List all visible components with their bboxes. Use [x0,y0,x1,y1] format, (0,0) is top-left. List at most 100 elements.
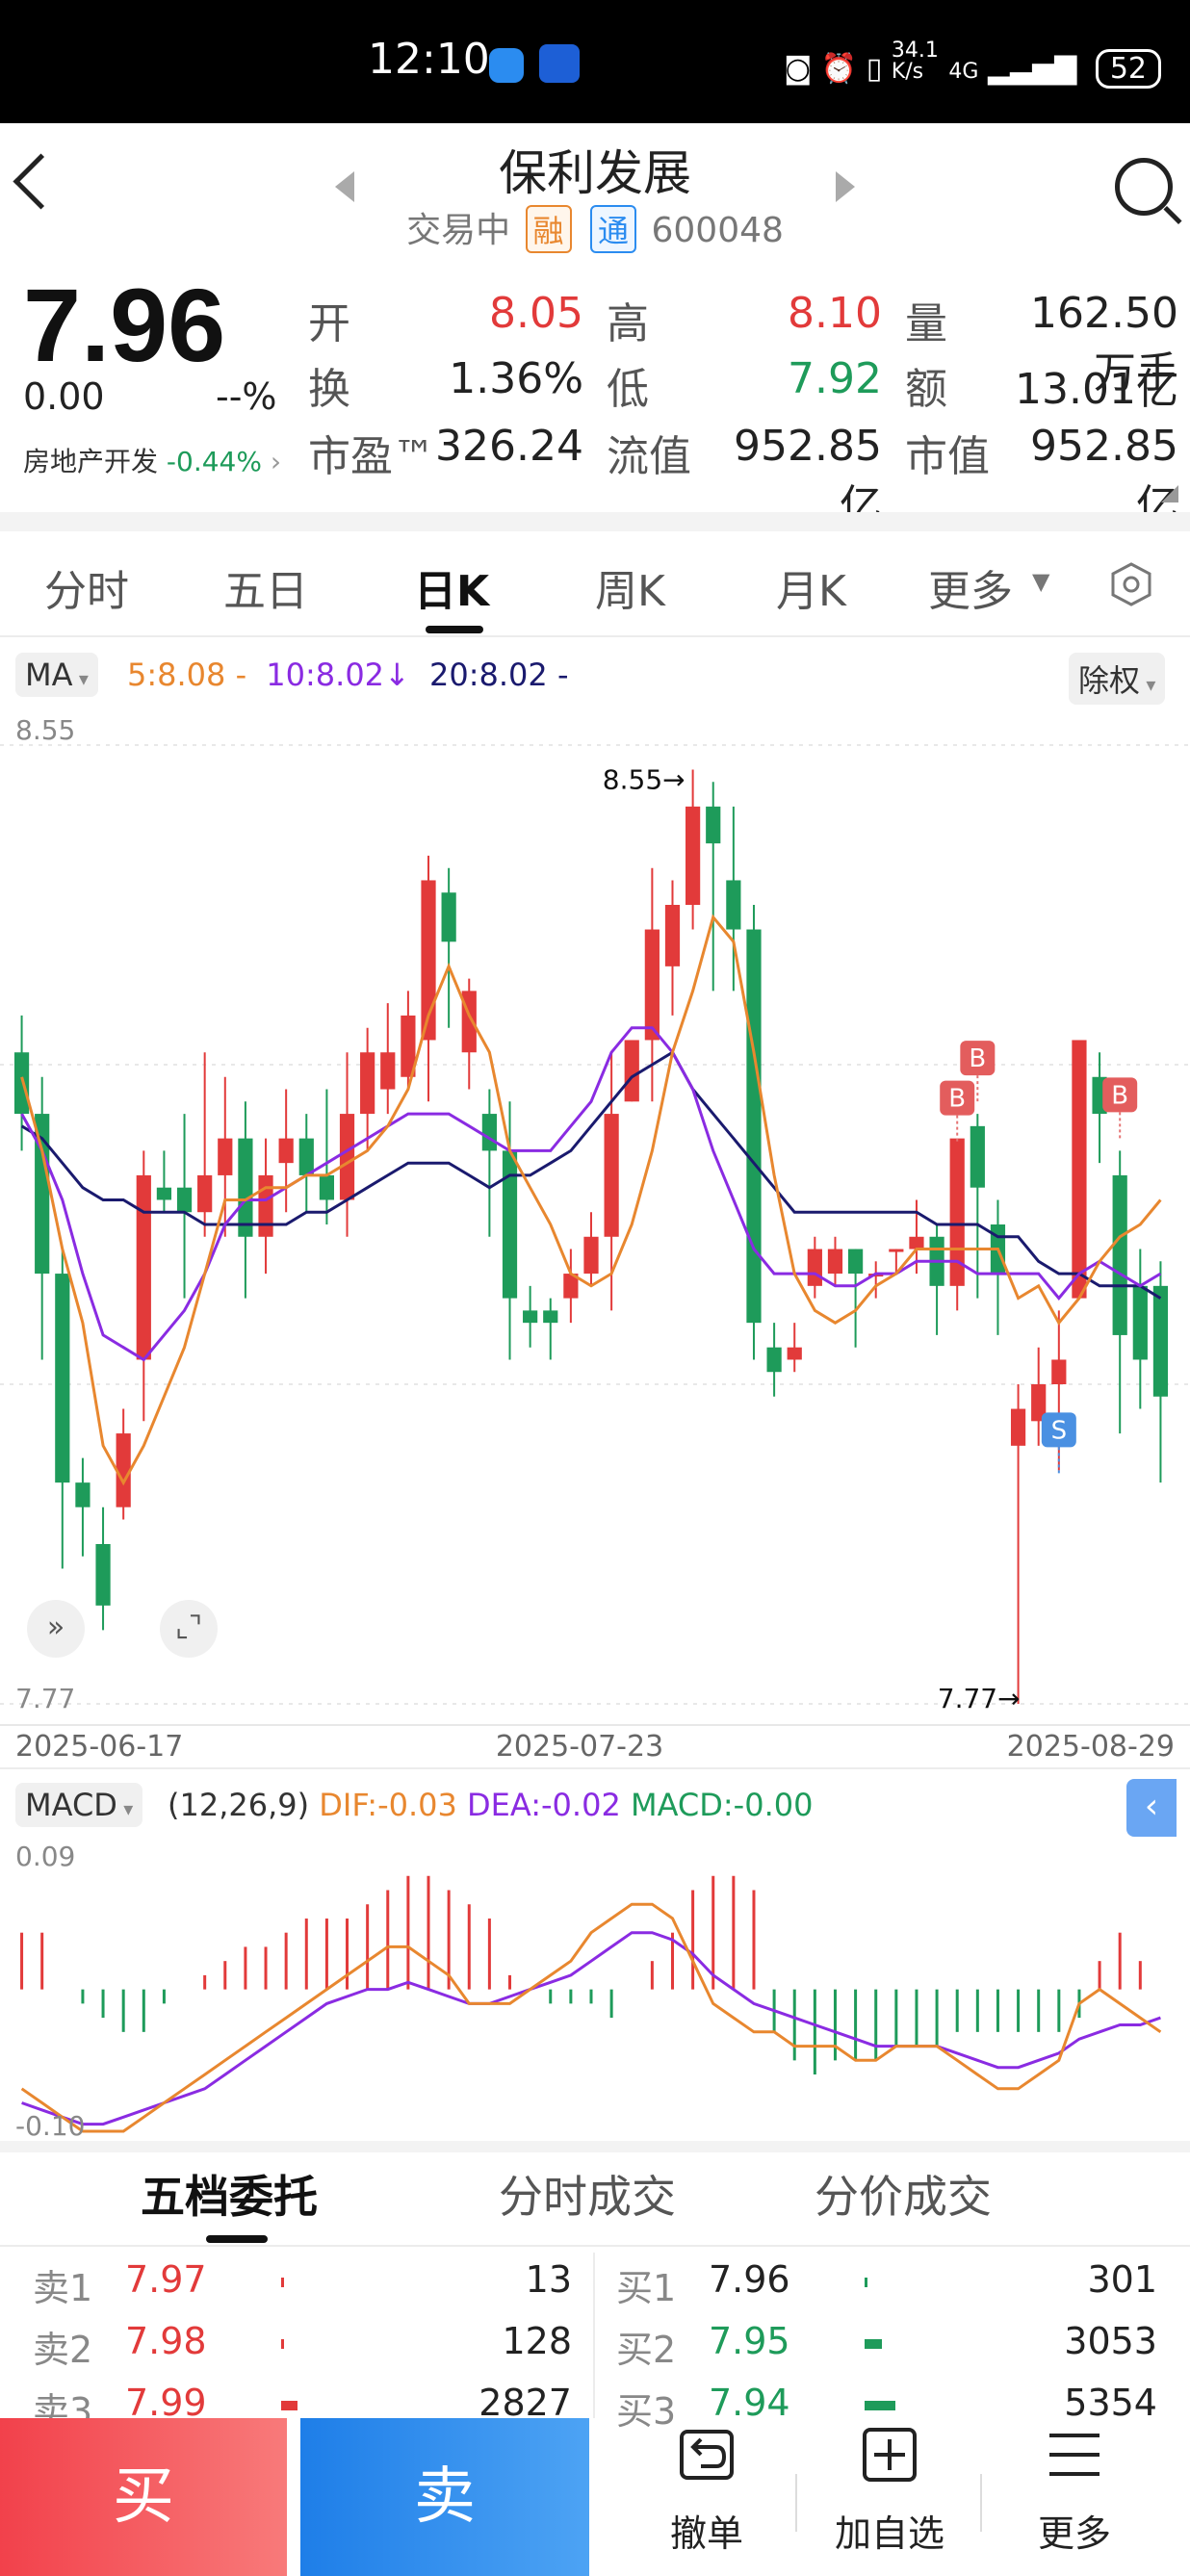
orderbook-price: 7.95 [709,2320,790,2362]
macd-selector-label: MACD [25,1787,117,1823]
orderbook-tab-2[interactable]: 分价成交 [815,2171,992,2223]
adjust-selector[interactable]: 除权 ▾ [1069,653,1166,705]
more-dropdown-icon[interactable]: ▼ [1032,568,1050,595]
signal-icon: ▂▃▅▇ [987,52,1077,86]
quote-label: 换 [308,365,350,414]
status-right: ◙ ⏰ ▯ 34.1 K/s 4G ▂▃▅▇ 52 [784,40,1161,89]
macd-y-top-label: 0.09 [15,1842,75,1872]
quote-label: 市值 [905,432,990,481]
bar-divider [795,2474,797,2532]
candle-body [766,1347,782,1373]
candle-body [75,1482,91,1507]
ma20-line [20,1050,1162,1300]
orderbook-split [593,2253,595,2418]
quote-label: 量 [905,299,947,348]
orderbook-level-label: 买2 [616,2329,677,2371]
tab-4[interactable]: 月K [776,567,846,616]
orderbook-tab-0[interactable]: 五档委托 [141,2171,318,2223]
candle-body [1072,1040,1087,1299]
candle-body [523,1310,538,1324]
tab-3[interactable]: 周K [595,567,665,616]
candle-body [909,1236,924,1249]
candle-body [1051,1359,1067,1384]
sell-button[interactable]: 卖 [300,2418,589,2576]
buy-button[interactable]: 买 [0,2418,287,2576]
candle-body [847,1249,864,1275]
trade-marker [960,1041,996,1076]
orderbook-gap [0,2141,1190,2152]
trade-marker [940,1080,975,1116]
status-time: 12:10 [368,35,490,84]
orderbook-divider [0,2245,1190,2247]
y-axis-top-label: 8.55 [15,716,75,746]
candle-body [238,1138,253,1237]
candle-body [95,1544,111,1606]
orderbook-level-label: 买1 [616,2267,677,2309]
candle-body [156,1187,172,1200]
candle-body [13,1052,30,1115]
cancel-order-label: 撤单 [669,2512,743,2555]
ma-selector[interactable]: MA ▾ [15,653,98,697]
candle-body [644,929,660,1041]
battery-icon: 52 [1095,49,1161,89]
candle-body [706,806,721,844]
orderbook-price: 7.99 [125,2382,207,2424]
next-stock-icon[interactable] [836,171,855,202]
quote-value: 8.10 [788,289,882,338]
orderbook-tab-1[interactable]: 分时成交 [499,2171,676,2223]
volume-bar [865,2339,882,2349]
sector-link[interactable]: 房地产开发 -0.44% › [23,441,281,479]
dropdown-icon: ▾ [116,1797,134,1820]
orderbook-price: 7.96 [709,2258,790,2301]
candle-body [278,1138,294,1164]
status-bar: 12:10 ◙ ⏰ ▯ 34.1 K/s 4G ▂▃▅▇ 52 [0,0,1190,123]
candle-body [502,1150,518,1299]
ma5-line [20,914,1162,1486]
tab-5[interactable]: 更多 [928,567,1013,616]
bar-divider [980,2474,982,2532]
add-watchlist-button[interactable]: 加自选 [813,2426,967,2557]
settings-hex-icon[interactable] [1109,562,1153,606]
collapse-panel-icon[interactable]: ‹ [1126,1779,1177,1837]
macd-selector[interactable]: MACD ▾ [15,1783,143,1827]
trade-marker [1102,1077,1138,1113]
macd-y-bottom-label: -0.10 [15,2110,85,2141]
tab-0[interactable]: 分时 [44,567,129,616]
candle-body [746,929,762,1324]
more-label: 更多 [1037,2512,1111,2555]
orderbook-price: 7.97 [125,2258,207,2301]
alarm-icon: ⏰ [820,52,858,86]
candle-body [664,905,681,966]
search-icon[interactable] [1115,158,1173,216]
candle-body [136,1174,151,1360]
macd-divider [0,1767,1190,1769]
prev-stock-icon[interactable] [335,171,354,202]
cancel-order-button[interactable]: 撤单 [630,2426,784,2557]
chevron-right-icon: › [270,446,282,477]
fullscreen-icon[interactable]: ⌞⌝ [160,1600,218,1658]
orderbook-volume: 5354 [1064,2382,1157,2424]
margin-tag: 融 [525,205,572,253]
candle-body [380,1052,396,1090]
ma-selector-label: MA [25,657,73,693]
candle-body [583,1236,599,1275]
candle-body [1112,1174,1127,1335]
collapse-icon[interactable]: » [27,1600,85,1658]
candle-body [1010,1408,1026,1446]
candle-body [481,1114,497,1151]
expand-corner-icon[interactable] [1161,485,1178,502]
dif-line [20,1902,1162,2133]
trade-marker [1041,1412,1076,1448]
tab-1[interactable]: 五日 [223,567,308,616]
dropdown-icon: ▾ [72,667,89,690]
candle-body [218,1138,233,1175]
orderbook-level-label: 卖1 [33,2267,93,2309]
candle-body [116,1433,131,1507]
active-tab-underline [426,626,483,633]
more-button[interactable]: 更多 [997,2426,1151,2557]
candle-body [970,1125,985,1188]
tab-2[interactable]: 日K [414,567,490,616]
candle-body [360,1052,375,1115]
low-annotation: 7.77→ [938,1683,1021,1714]
